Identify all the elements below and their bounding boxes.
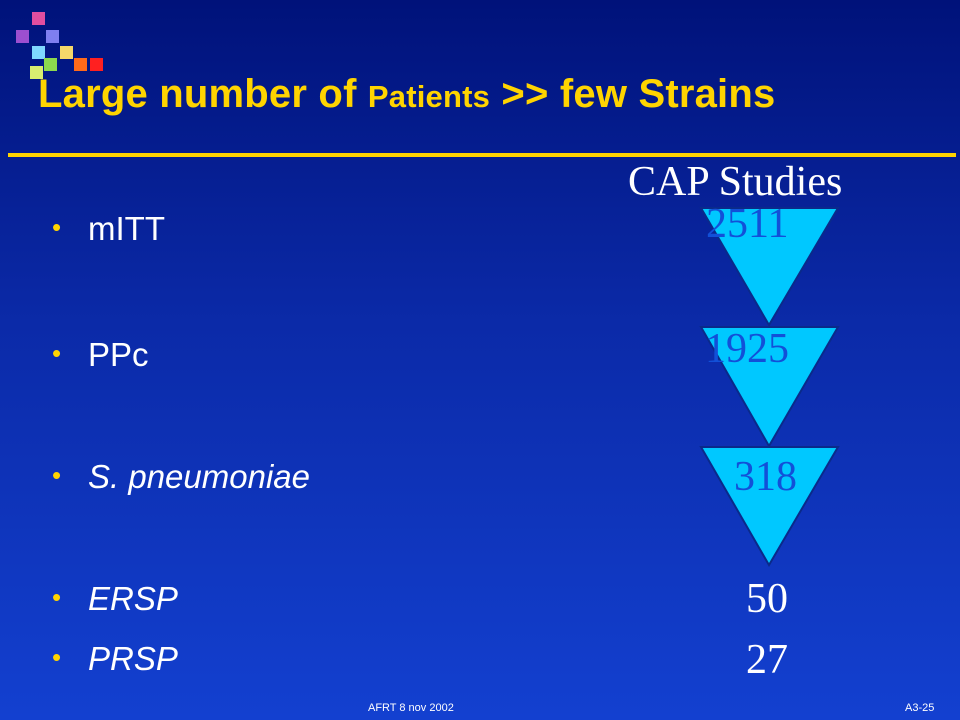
ersp-value: 50 [746, 576, 788, 622]
slide-number: A3-25 [905, 702, 935, 714]
bullet-item: • mITT [52, 210, 165, 248]
bullet-item: • S. pneumoniae [52, 458, 310, 496]
title-part-2: Patients [367, 79, 491, 114]
title-part-3: >> few Strains [490, 72, 776, 116]
funnel-triangle-1 [699, 207, 840, 327]
bullet-item: • PPc [52, 336, 149, 374]
slide-title: Large number of Patients >> few Strains [38, 72, 775, 117]
bullet-label: ERSP [88, 580, 178, 617]
bullet-dot-icon: • [52, 582, 62, 612]
funnel-triangle-3 [699, 446, 840, 567]
funnel-caption: CAP Studies [628, 159, 843, 205]
bullet-dot-icon: • [52, 460, 62, 490]
funnel-triangle-2 [699, 326, 840, 449]
corner-decoration [0, 0, 120, 90]
footer-date: AFRT 8 nov 2002 [368, 702, 454, 714]
bullet-label: mITT [88, 210, 165, 247]
prsp-value: 27 [746, 637, 788, 683]
bullet-dot-icon: • [52, 212, 62, 242]
bullet-item: • PRSP [52, 640, 178, 678]
bullet-label: S. pneumoniae [88, 458, 310, 495]
funnel-value-1: 2511 [706, 201, 789, 247]
title-part-1: Large number of [38, 72, 368, 116]
bullet-item: • ERSP [52, 580, 178, 618]
title-underline [8, 153, 956, 157]
bullet-dot-icon: • [52, 642, 62, 672]
bullet-label: PRSP [88, 640, 178, 677]
bullet-dot-icon: • [52, 338, 62, 368]
bullet-label: PPc [88, 336, 149, 373]
funnel-value-2: 1925 [705, 326, 789, 372]
funnel-value-3: 318 [734, 454, 797, 500]
